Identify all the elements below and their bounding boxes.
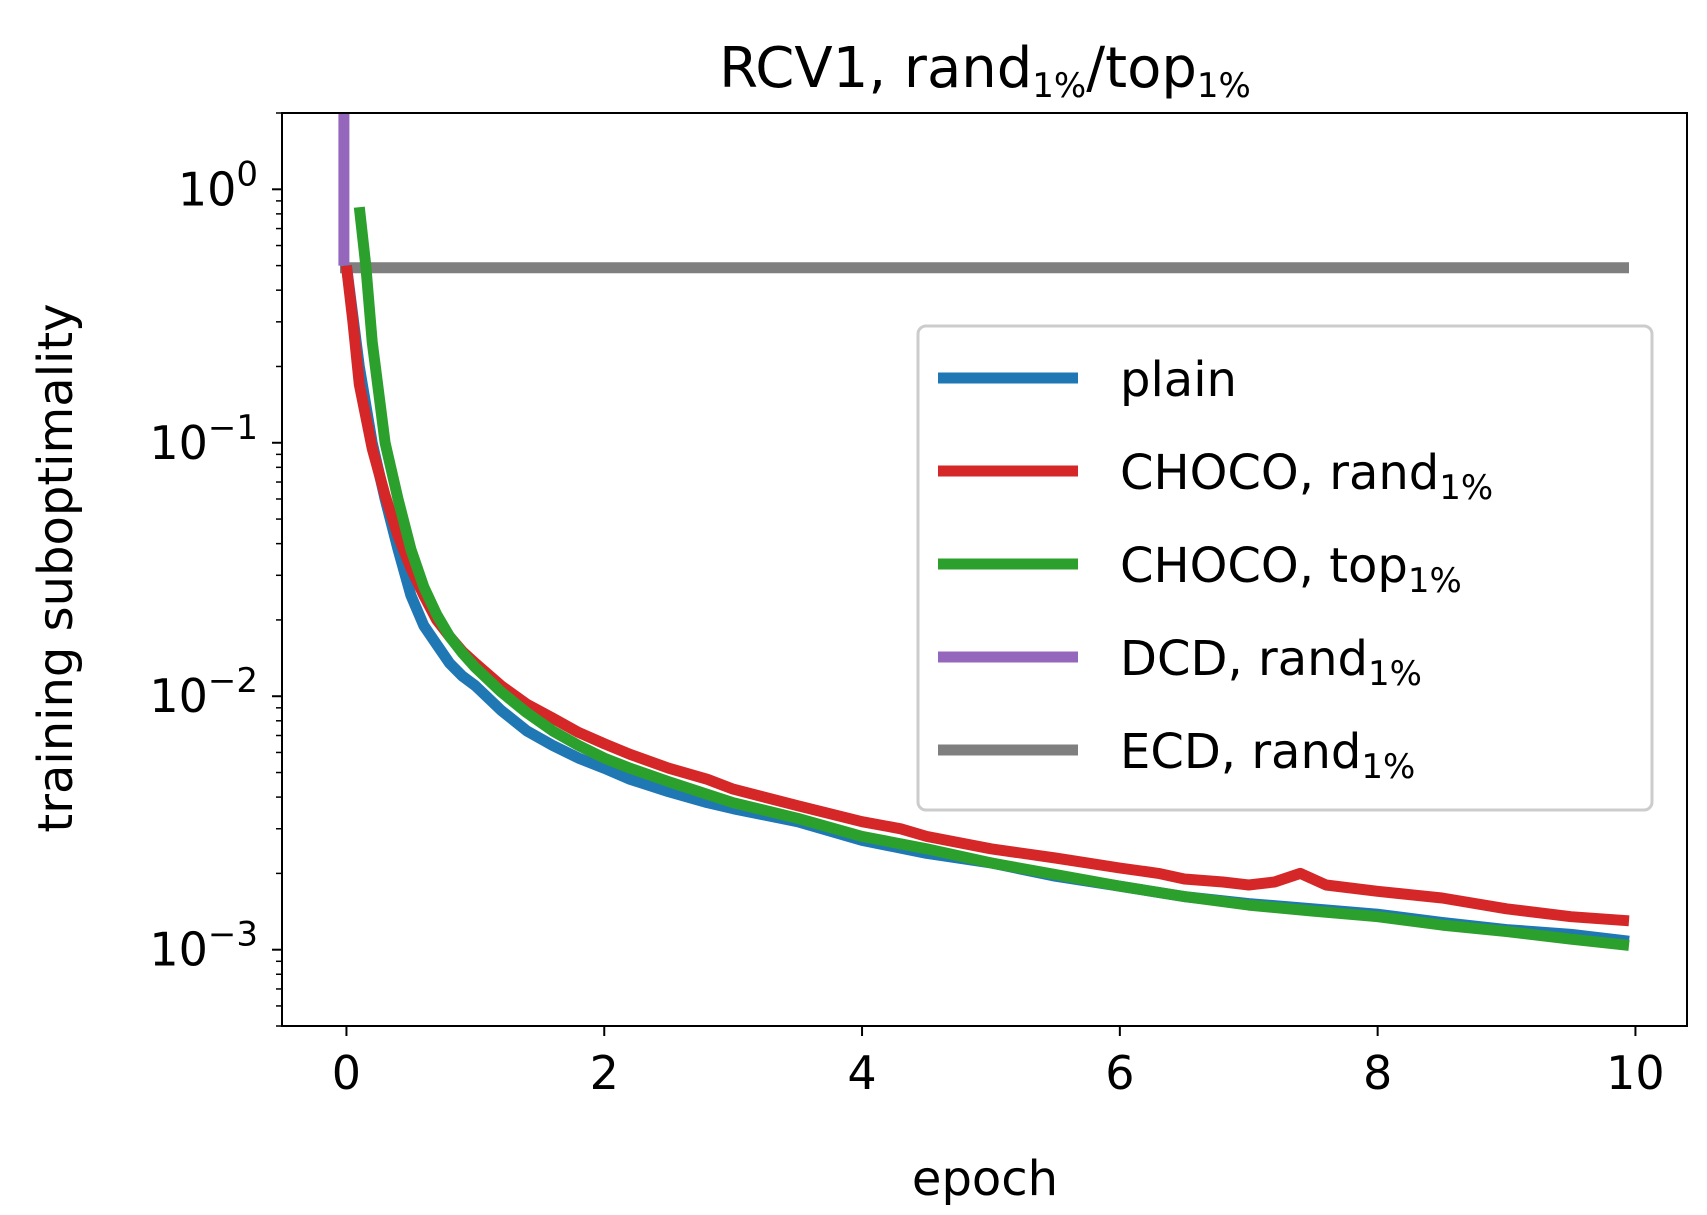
y-tick-label-neg3: 10−3 (149, 915, 258, 977)
chart-title-sub2: 1% (1197, 66, 1251, 106)
plot-area: 0 2 4 6 8 10 100 10−1 10−2 10−3 (149, 112, 1688, 1100)
legend-entry-ecd-rand: ECD, rand1% (938, 724, 1415, 787)
plot-frame (281, 112, 1688, 1027)
x-axis-ticks: 0 2 4 6 8 10 (332, 1026, 1665, 1100)
y-axis-title: training suboptimality (28, 303, 84, 832)
y-tick-label-neg1: 10−1 (149, 408, 258, 470)
legend-entry-dcd-rand: DCD, rand1% (938, 631, 1422, 694)
series-line-choco-top1 (353, 206, 1630, 951)
legend-frame (916, 324, 1654, 812)
x-tick-label-2: 2 (590, 1046, 619, 1100)
legend-label-choco-rand: CHOCO, rand1% (1120, 445, 1493, 508)
legend-label-plain: plain (1120, 352, 1237, 408)
legend-entry-choco-top: CHOCO, top1% (938, 538, 1462, 601)
x-tick-label-0: 0 (332, 1046, 361, 1100)
chart-title-sub1: 1% (1032, 66, 1086, 106)
legend-label-dcd-rand: DCD, rand1% (1120, 631, 1422, 694)
chart-title-sep: /top (1086, 36, 1197, 101)
chart-title-main: RCV1, rand (719, 36, 1032, 101)
legend-entry-choco-rand: CHOCO, rand1% (938, 445, 1493, 508)
y-axis-ticks: 100 10−1 10−2 10−3 (149, 112, 282, 1027)
x-tick-label-4: 4 (847, 1046, 876, 1100)
chart-title: RCV1, rand1%/top1% (719, 36, 1251, 106)
legend-label-choco-top: CHOCO, top1% (1120, 538, 1462, 601)
x-axis-title: epoch (912, 1151, 1058, 1207)
legend-label-ecd-rand: ECD, rand1% (1120, 724, 1415, 787)
x-tick-label-10: 10 (1606, 1046, 1665, 1100)
y-tick-label-neg2: 10−2 (149, 661, 258, 723)
legend: plain CHOCO, rand1% CHOCO, top1% DCD, ra… (916, 324, 1654, 812)
x-tick-label-8: 8 (1363, 1046, 1392, 1100)
x-tick-label-6: 6 (1105, 1046, 1134, 1100)
legend-entry-plain: plain (938, 352, 1237, 408)
series-layer (338, 113, 1630, 951)
y-tick-label-0: 100 (178, 154, 258, 216)
